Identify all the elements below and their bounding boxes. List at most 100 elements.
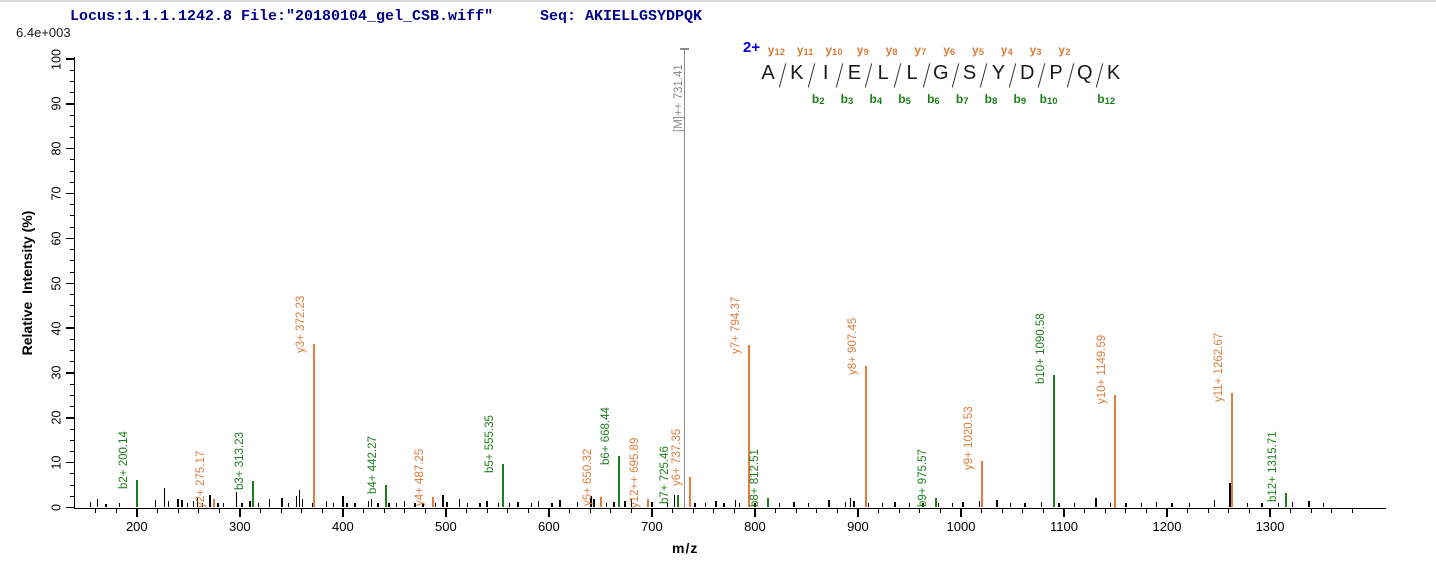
- fragment-peak-y: [864, 365, 867, 508]
- noise-peak: [367, 501, 370, 508]
- b-ion-label-letter: b: [898, 92, 906, 106]
- fragment-peak-y: [981, 460, 984, 508]
- y-tick-label: 30: [49, 365, 64, 380]
- noise-peak: [978, 500, 981, 508]
- fragment-peak-label: y4+ 487.25: [413, 448, 426, 506]
- x-minor-tick: [692, 509, 694, 513]
- y-minor-tick: [70, 450, 74, 452]
- noise-peak: [301, 499, 304, 508]
- noise-peak: [844, 501, 847, 508]
- y-ion-label: y8: [875, 43, 909, 58]
- x-major-tick: [651, 509, 653, 517]
- x-major-tick: [1269, 509, 1271, 517]
- noise-peak: [1229, 482, 1231, 508]
- x-tick-label: 1000: [946, 518, 976, 534]
- x-minor-tick: [1290, 509, 1292, 513]
- y-minor-tick: [70, 226, 74, 228]
- x-minor-tick: [981, 509, 983, 513]
- noise-peak: [281, 498, 283, 508]
- y-ion-label-letter: y: [1058, 43, 1066, 57]
- x-tick-label: 300: [228, 518, 251, 534]
- fragment-peak-label: b2+ 200.14: [117, 431, 130, 490]
- residue-letter: L: [877, 62, 889, 84]
- noise-peak: [268, 499, 271, 508]
- y-ion-label-letter: y: [856, 43, 864, 57]
- x-minor-tick: [1042, 509, 1044, 513]
- x-tick-label: 700: [641, 518, 663, 534]
- y-tick-label: 60: [49, 231, 64, 246]
- noise-peak: [298, 489, 301, 508]
- x-minor-tick: [1084, 509, 1086, 513]
- y-minor-tick: [70, 383, 74, 385]
- noise-peak: [497, 502, 500, 508]
- x-tick-label: 1300: [1255, 518, 1285, 534]
- y-axis-title: Relative Intensity (%): [19, 210, 35, 356]
- x-minor-tick: [527, 509, 529, 513]
- noise-peak: [241, 502, 243, 508]
- x-major-tick: [445, 509, 447, 517]
- noise-peak: [466, 502, 469, 508]
- y-tick-label: 20: [49, 410, 64, 425]
- residue-letter: L: [906, 62, 918, 84]
- y-major-tick: [66, 372, 74, 374]
- fragment-peak-label: y9+ 1020.53: [963, 406, 976, 470]
- x-minor-tick: [1145, 509, 1147, 513]
- noise-peak: [624, 500, 626, 508]
- noise-peak: [715, 500, 717, 508]
- b-ion-label-letter: b: [869, 92, 877, 106]
- x-major-tick: [1166, 509, 1168, 517]
- x-minor-tick: [507, 509, 509, 513]
- noise-peak: [287, 502, 289, 508]
- x-minor-tick: [1310, 509, 1312, 513]
- y-minor-tick: [70, 271, 74, 273]
- residue-letter: E: [847, 62, 862, 84]
- fragment-peak-y: [213, 498, 216, 508]
- y-minor-tick: [70, 114, 74, 116]
- fragment-peak-label: y7+ 794.37: [730, 296, 743, 355]
- noise-peak: [738, 502, 741, 508]
- fragment-peak-label: y10+ 1149.59: [1096, 335, 1109, 405]
- residue-letter: Q: [1077, 62, 1093, 84]
- x-minor-tick: [1228, 509, 1230, 513]
- y-tick-label: 0: [49, 504, 64, 511]
- x-minor-tick: [939, 509, 941, 513]
- x-tick-label: 200: [125, 518, 148, 534]
- y-ion-label-number: 8: [892, 47, 898, 58]
- noise-peak: [559, 499, 561, 508]
- noise-peak: [828, 499, 830, 508]
- x-minor-tick: [630, 509, 632, 513]
- fragment-peak-label: y6+ 737.35: [671, 428, 684, 486]
- b-ion-label: b6: [916, 92, 950, 107]
- y-minor-tick: [70, 406, 74, 408]
- fragment-peak-b: [135, 480, 138, 508]
- noise-peak: [186, 502, 189, 508]
- residue-letter: G: [933, 62, 949, 84]
- noise-peak: [332, 503, 335, 508]
- y-minor-tick: [70, 170, 74, 172]
- noise-peak: [778, 502, 781, 508]
- x-minor-tick: [672, 509, 674, 513]
- y-minor-tick: [70, 361, 74, 363]
- max-intensity-value: 6.4e+003: [16, 25, 71, 40]
- fragment-peak-label: b6+ 668.44: [600, 407, 613, 465]
- noise-peak: [486, 500, 488, 508]
- noise-peak: [908, 503, 911, 508]
- x-minor-tick: [177, 509, 179, 513]
- noise-peak: [1155, 501, 1158, 508]
- y-ion-label: y12: [759, 43, 793, 58]
- noise-peak: [1009, 503, 1012, 508]
- fragment-peak-b: [1285, 492, 1288, 508]
- y-major-tick: [66, 417, 74, 419]
- noise-peak: [894, 501, 896, 508]
- y-major-tick: [66, 237, 74, 240]
- precursor-charge-label: 2+: [743, 39, 761, 56]
- noise-peak: [849, 498, 852, 508]
- b-ion-label-number: 3: [848, 96, 854, 107]
- x-minor-tick: [465, 509, 467, 513]
- noise-peak: [517, 501, 519, 508]
- y-ion-label-letter: y: [767, 43, 775, 57]
- b-ion-label: b9: [1003, 92, 1037, 107]
- y-minor-tick: [70, 473, 74, 475]
- b-ion-label-letter: b: [840, 92, 849, 106]
